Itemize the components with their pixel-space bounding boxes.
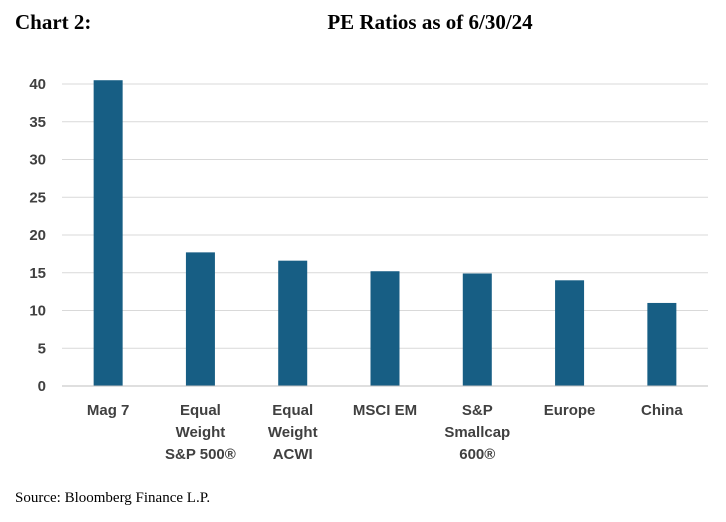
- y-tick-label: 15: [29, 265, 46, 282]
- y-tick-label: 20: [29, 227, 46, 244]
- y-tick-label: 35: [29, 114, 46, 131]
- bar-chart: 0 5 10 15 20 25 30 35 40 Mag 7 Equal Weight S&P 500…: [29, 76, 708, 463]
- x-tick-label: Equal Weight S&P 500®: [165, 402, 236, 463]
- bar: [278, 260, 308, 386]
- y-tick-label: 10: [29, 303, 46, 320]
- bar: [647, 302, 677, 386]
- chart-title: PE Ratios as of 6/30/24: [327, 10, 533, 34]
- source-note: Source: Bloomberg Finance L.P.: [15, 490, 211, 506]
- chart-label: Chart 2:: [15, 10, 92, 34]
- x-tick-label: Equal Weight ACWI: [268, 402, 318, 463]
- bars: [93, 80, 677, 386]
- x-tick-label: S&P Smallcap 600®: [444, 402, 510, 463]
- x-tick-label: MSCI EM: [353, 402, 417, 419]
- bar: [93, 80, 123, 386]
- bar: [370, 271, 400, 386]
- x-tick-label: Mag 7: [87, 402, 130, 419]
- bar: [462, 273, 492, 386]
- y-tick-label: 30: [29, 152, 46, 169]
- y-tick-label: 40: [29, 76, 46, 93]
- x-tick-label: Europe: [544, 402, 596, 419]
- bar: [555, 280, 585, 386]
- y-axis-ticks: 0 5 10 15 20 25 30 35 40: [29, 76, 46, 395]
- y-tick-label: 25: [29, 189, 46, 206]
- x-axis-labels: Mag 7 Equal Weight S&P 500® Equal Weight ACWI M…: [87, 402, 683, 463]
- x-tick-label: China: [641, 402, 683, 419]
- bar: [185, 252, 215, 386]
- y-tick-label: 0: [38, 378, 46, 395]
- y-tick-label: 5: [38, 340, 46, 357]
